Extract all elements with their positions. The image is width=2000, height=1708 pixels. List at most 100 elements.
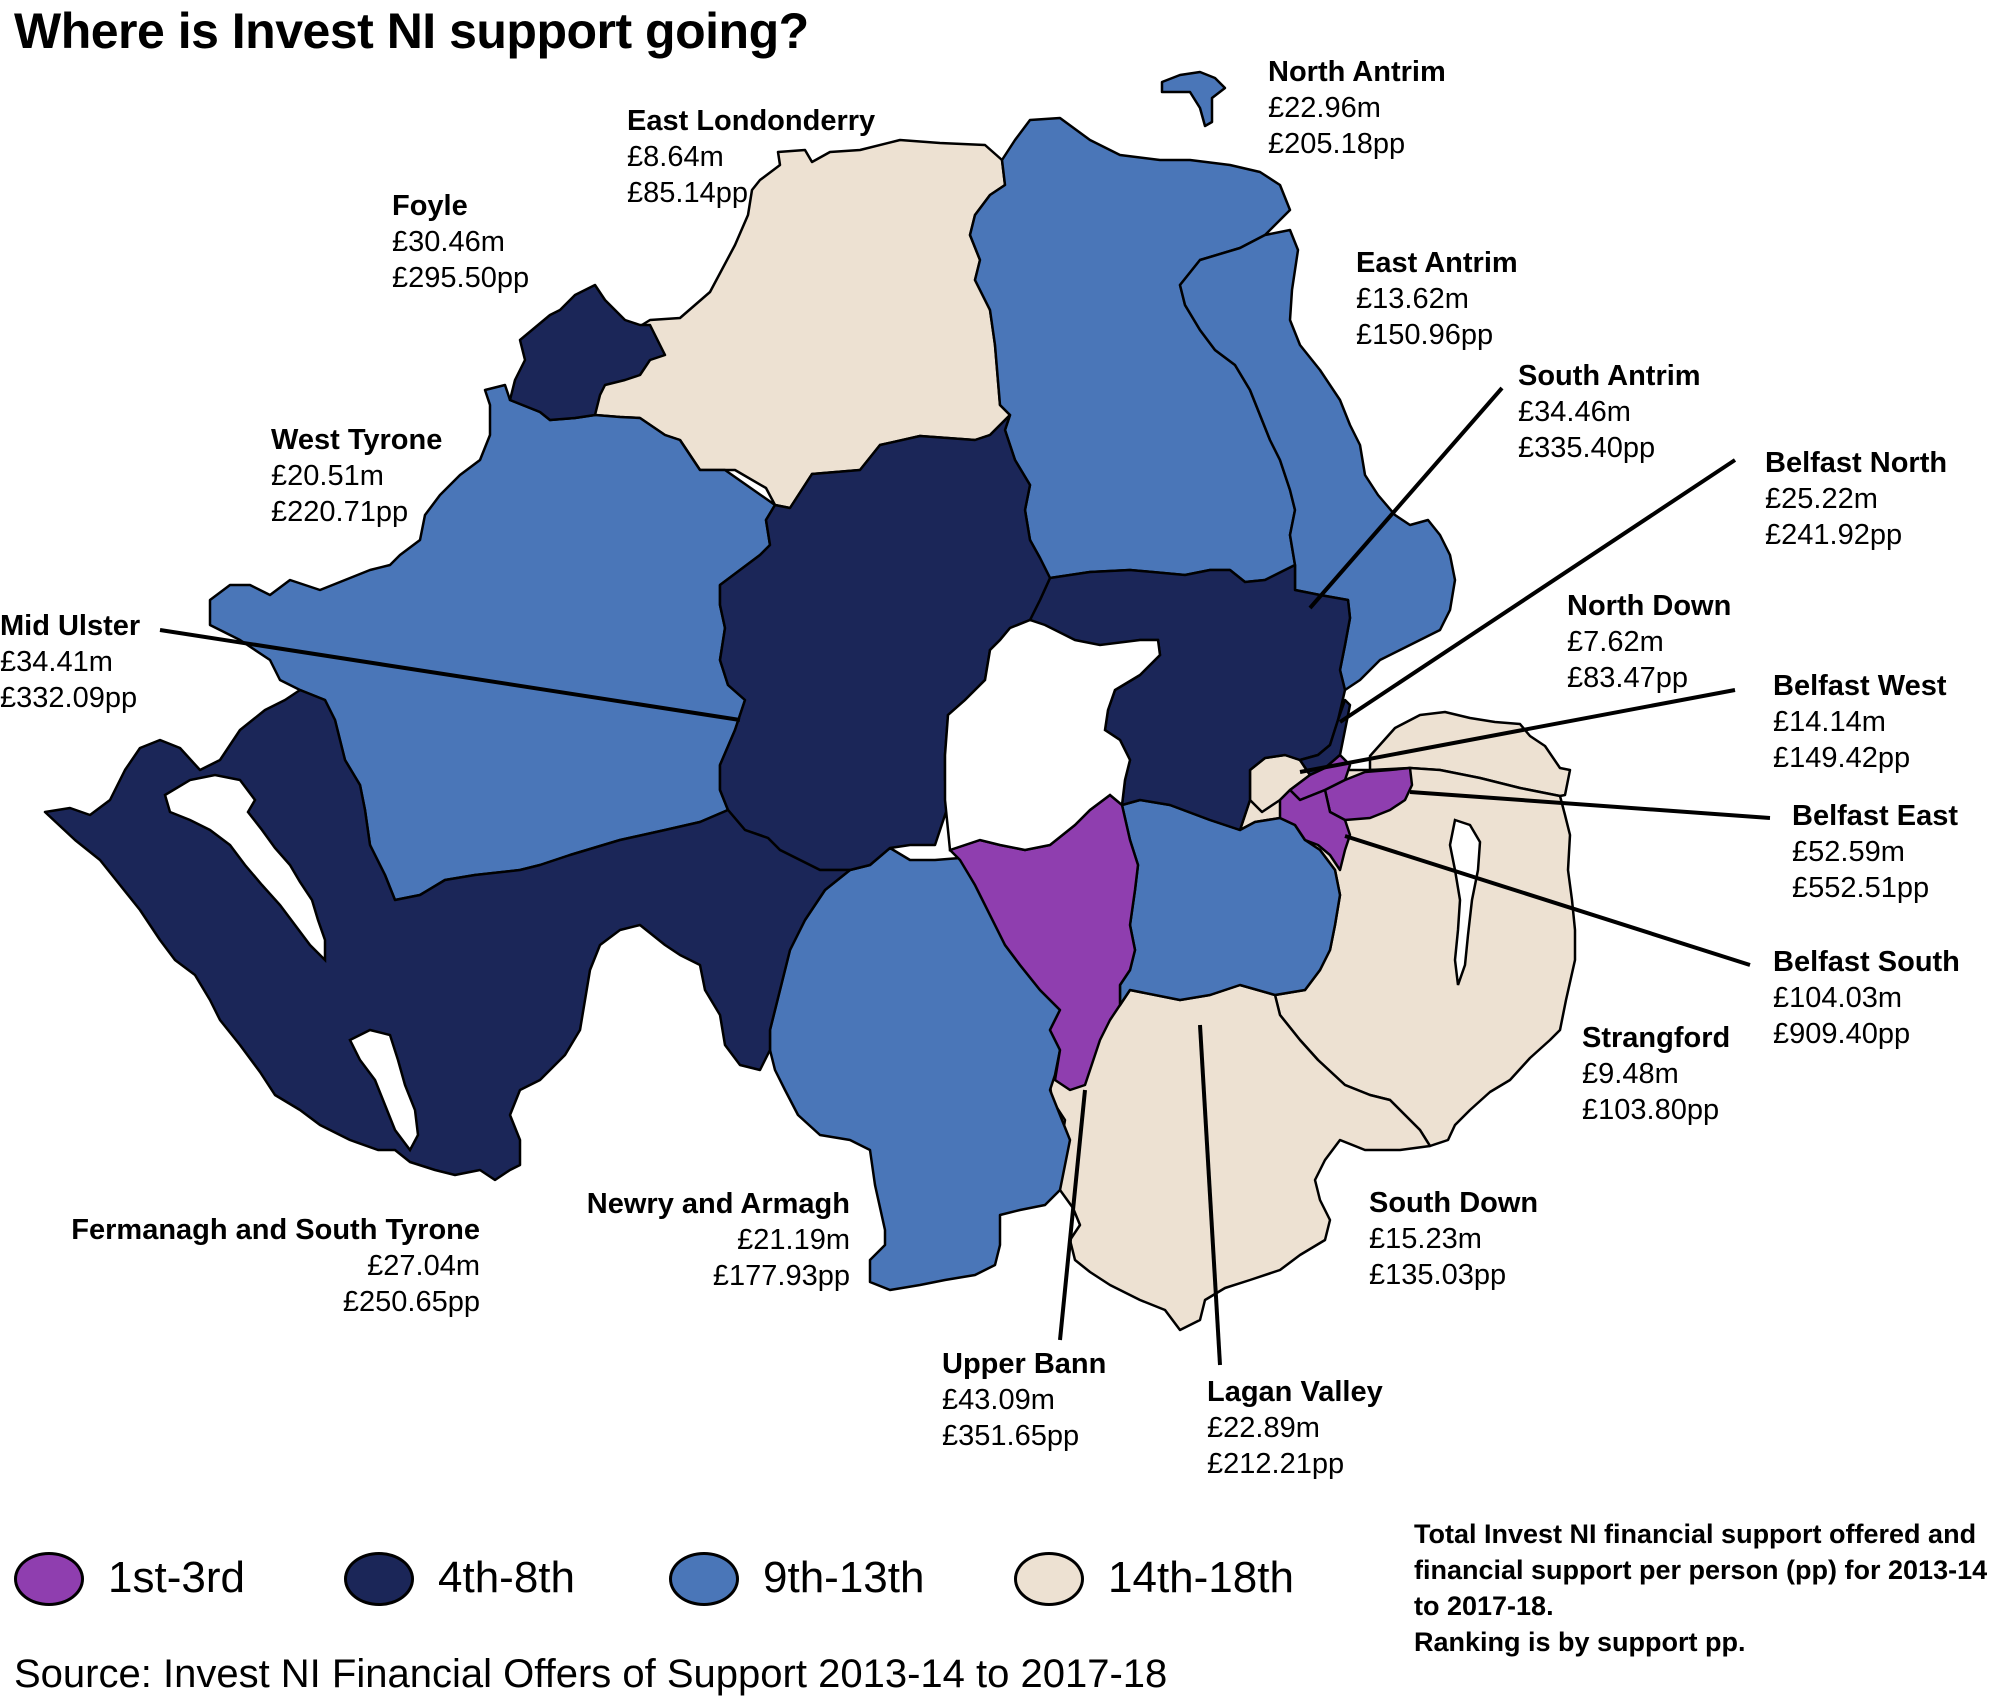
label-pp: £135.03pp [1369, 1259, 1507, 1291]
label-name: Belfast East [1792, 800, 1959, 832]
label-support: £104.03m [1773, 982, 1902, 1014]
label-support: £21.19m [737, 1224, 850, 1256]
label-support: £13.62m [1356, 283, 1469, 315]
leader-line-belfast-south [1344, 834, 1751, 967]
label-name: Lagan Valley [1207, 1376, 1383, 1408]
label-name: East Londonderry [627, 105, 876, 137]
label-pp: £332.09pp [0, 682, 138, 714]
label-support: £25.22m [1765, 483, 1878, 515]
label-west-tyrone: West Tyrone £20.51m £220.71pp [271, 422, 442, 530]
label-support: £22.96m [1268, 92, 1381, 124]
label-support: £15.23m [1369, 1223, 1482, 1255]
label-pp: £103.80pp [1582, 1094, 1720, 1126]
label-name: West Tyrone [271, 424, 443, 456]
legend-label: 14th-18th [1108, 1553, 1294, 1602]
label-name: Foyle [392, 190, 468, 222]
label-support: £34.41m [0, 646, 113, 678]
label-support: £20.51m [271, 460, 384, 492]
label-name: Mid Ulster [0, 610, 141, 642]
page-title: Where is Invest NI support going? [14, 3, 809, 59]
source-caption: Source: Invest NI Financial Offers of Su… [14, 1652, 1168, 1696]
region-foyle[interactable] [508, 283, 667, 422]
label-south-antrim: South Antrim £34.46m £335.40pp [1518, 358, 1701, 466]
label-support: £22.89m [1207, 1412, 1320, 1444]
leader-line-belfast-north [1338, 458, 1737, 724]
label-pp: £552.51pp [1792, 872, 1930, 904]
label-east-antrim: East Antrim £13.62m £150.96pp [1356, 245, 1518, 353]
label-strangford: Strangford £9.48m £103.80pp [1582, 1020, 1730, 1128]
label-pp: £150.96pp [1356, 319, 1494, 351]
region-belfast-south[interactable] [1278, 788, 1352, 872]
map-note: Total Invest NI financial support offere… [1414, 1516, 1994, 1660]
label-pp: £205.18pp [1268, 128, 1406, 160]
label-name: East Antrim [1356, 247, 1518, 279]
legend-swatch [1014, 1552, 1084, 1606]
label-name: Belfast South [1773, 946, 1960, 978]
label-support: £27.04m [367, 1250, 480, 1282]
label-east-londonderry: East Londonderry £8.64m £85.14pp [627, 103, 875, 211]
label-pp: £149.42pp [1773, 742, 1911, 774]
label-name: Fermanagh and South Tyrone [71, 1214, 480, 1246]
label-pp: £83.47pp [1567, 662, 1688, 694]
label-belfast-south: Belfast South £104.03m £909.40pp [1773, 944, 1960, 1052]
label-belfast-east: Belfast East £52.59m £552.51pp [1792, 798, 1958, 906]
legend-label: 9th-13th [763, 1553, 925, 1602]
leader-line-lagan-valley [1198, 1024, 1222, 1366]
label-newry-armagh: Newry and Armagh £21.19m £177.93pp [587, 1186, 850, 1294]
label-pp: £295.50pp [392, 262, 530, 294]
label-north-down: North Down £7.62m £83.47pp [1567, 588, 1731, 696]
region-east-antrim[interactable] [1178, 228, 1457, 692]
label-name: North Antrim [1268, 56, 1446, 88]
label-lagan-valley: Lagan Valley £22.89m £212.21pp [1207, 1374, 1383, 1482]
label-pp: £212.21pp [1207, 1448, 1345, 1480]
lough-erne-upper [163, 773, 327, 964]
label-pp: £241.92pp [1765, 519, 1903, 551]
leader-line-mid-ulster [159, 628, 741, 722]
leader-line-south-antrim [1308, 386, 1504, 610]
label-pp: £220.71pp [271, 496, 409, 528]
label-belfast-north: Belfast North £25.22m £241.92pp [1765, 445, 1947, 553]
lough-erne-lower [348, 1028, 420, 1153]
label-support: £7.62m [1567, 626, 1664, 658]
label-support: £52.59m [1792, 836, 1905, 868]
label-name: North Down [1567, 590, 1732, 622]
label-name: South Antrim [1518, 360, 1701, 392]
legend-label: 1st-3rd [108, 1553, 245, 1602]
lough-neagh [943, 618, 1162, 852]
note-ranking: Ranking is by support pp. [1414, 1627, 1746, 1657]
label-pp: £177.93pp [712, 1260, 850, 1292]
note-description: Total Invest NI financial support offere… [1414, 1519, 1988, 1621]
label-mid-ulster: Mid Ulster £34.41m £332.09pp [0, 608, 140, 716]
label-foyle: Foyle £30.46m £295.50pp [392, 188, 529, 296]
label-name: Strangford [1582, 1022, 1731, 1054]
legend-swatch [14, 1552, 84, 1606]
leader-line-belfast-west [1299, 688, 1736, 774]
label-pp: £335.40pp [1518, 432, 1656, 464]
leader-line-upper-bann [1058, 1089, 1087, 1341]
label-name: Belfast West [1773, 670, 1947, 702]
label-support: £8.64m [627, 141, 724, 173]
label-support: £9.48m [1582, 1058, 1679, 1090]
label-south-down: South Down £15.23m £135.03pp [1369, 1185, 1538, 1293]
label-belfast-west: Belfast West £14.14m £149.42pp [1773, 668, 1947, 776]
label-name: Upper Bann [942, 1348, 1107, 1380]
label-name: Belfast North [1765, 447, 1948, 479]
label-support: £43.09m [942, 1384, 1055, 1416]
label-name: South Down [1369, 1187, 1539, 1219]
leader-line-belfast-east [1409, 790, 1771, 820]
legend-swatch [669, 1552, 739, 1606]
label-support: £30.46m [392, 226, 505, 258]
legend-label: 4th-8th [438, 1553, 575, 1602]
label-support: £14.14m [1773, 706, 1886, 738]
label-pp: £351.65pp [942, 1420, 1080, 1452]
label-pp: £85.14pp [627, 177, 748, 209]
strangford-lough [1448, 818, 1482, 986]
label-name: Newry and Armagh [586, 1188, 850, 1220]
label-support: £34.46m [1518, 396, 1631, 428]
label-north-antrim: North Antrim £22.96m £205.18pp [1268, 54, 1446, 162]
label-pp: £909.40pp [1773, 1018, 1911, 1050]
label-pp: £250.65pp [342, 1286, 480, 1318]
legend-swatch [344, 1552, 414, 1606]
label-upper-bann: Upper Bann £43.09m £351.65pp [942, 1346, 1106, 1454]
